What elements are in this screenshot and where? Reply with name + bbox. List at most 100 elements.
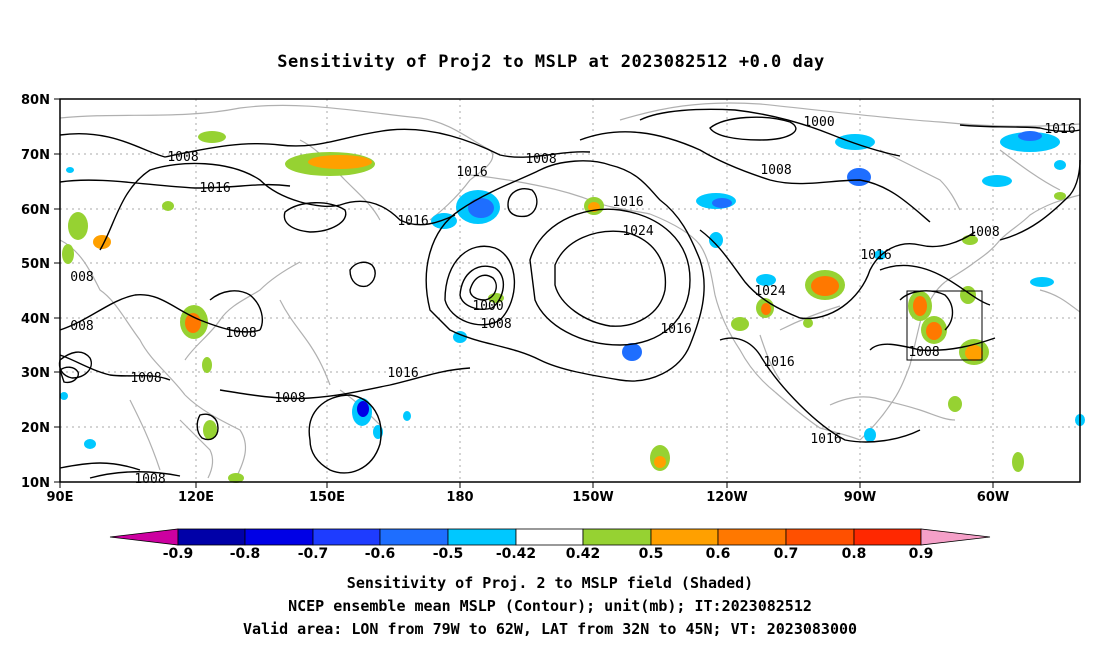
- shade-positive: [198, 131, 226, 143]
- colorbar: -0.9 -0.8 -0.7 -0.6 -0.5 -0.42 0.42 0.5 …: [109, 528, 991, 562]
- shade-positive: [803, 318, 813, 328]
- shade-positive: [731, 317, 749, 331]
- colorbar-label: -0.5: [433, 546, 464, 562]
- shade-positive: [761, 303, 771, 315]
- colorbar-bin: [920, 528, 991, 546]
- caption-line: Valid area: LON from 79W to 62W, LAT fro…: [243, 620, 857, 638]
- colorbar-label: 0.5: [639, 546, 664, 562]
- contour-label: 1008: [480, 317, 511, 332]
- colorbar-label: 0.9: [909, 546, 934, 562]
- figure-title: Sensitivity of Proj2 to MSLP at 20230825…: [277, 52, 824, 72]
- colorbar-bin: [447, 528, 517, 546]
- shade-negative: [874, 250, 886, 260]
- lon-tick-label: 90E: [47, 490, 74, 505]
- shade-positive: [68, 212, 88, 240]
- contour-label: 1016: [397, 214, 428, 229]
- shade-negative: [1018, 131, 1042, 141]
- sensitivity-shading: [60, 131, 1085, 483]
- shade-positive: [965, 345, 983, 361]
- shade-positive: [811, 276, 839, 296]
- colorbar-label: 0.8: [842, 546, 867, 562]
- contour-label: 008: [70, 319, 93, 334]
- shade-negative: [756, 274, 776, 286]
- shade-positive: [203, 420, 217, 440]
- contour-label: 1016: [1044, 122, 1075, 137]
- mslp-contours: [58, 108, 1081, 479]
- map-frame: [59, 98, 1081, 483]
- valid-area-box: [906, 290, 983, 361]
- shade-negative: [1054, 160, 1066, 170]
- map-panel: 1008 1016 1008 1016 1016 1000 1008 1016 …: [58, 98, 1085, 487]
- shade-negative: [84, 439, 96, 449]
- colorbar-label: -0.7: [298, 546, 329, 562]
- contour-label: 1008: [134, 472, 165, 487]
- shade-negative: [709, 232, 723, 248]
- contour-label: 1008: [908, 345, 939, 360]
- shade-negative: [712, 198, 732, 208]
- lon-tick-label: 120E: [178, 490, 214, 505]
- lat-tick-label: 30N: [21, 366, 50, 381]
- contour-label: 1000: [472, 299, 503, 314]
- shade-negative: [847, 168, 871, 186]
- lon-tick-label: 150W: [572, 490, 613, 505]
- contour-label: 1016: [860, 248, 891, 263]
- shade-positive: [926, 322, 942, 340]
- contour-label: 1008: [167, 150, 198, 165]
- shade-negative: [60, 392, 68, 400]
- contour-label: 1016: [456, 165, 487, 180]
- contour-label: 1008: [525, 152, 556, 167]
- shade-positive: [162, 201, 174, 211]
- graticule: [60, 99, 1080, 482]
- contour-label: 008: [70, 270, 93, 285]
- contour-label: 1008: [274, 391, 305, 406]
- contour-label: 1008: [968, 225, 999, 240]
- colorbar-bin: [379, 528, 449, 546]
- shade-positive: [308, 155, 372, 169]
- shade-negative: [622, 343, 642, 361]
- shade-negative: [1030, 277, 1054, 287]
- shade-positive: [185, 313, 201, 333]
- shade-negative: [1000, 132, 1060, 152]
- contour-label: 1016: [387, 366, 418, 381]
- colorbar-label: -0.9: [163, 546, 194, 562]
- shade-negative: [453, 331, 467, 343]
- colorbar-bin: [717, 528, 787, 546]
- colorbar-label: 0.7: [774, 546, 799, 562]
- shade-negative: [357, 401, 369, 417]
- shade-negative: [982, 175, 1012, 187]
- shade-positive: [62, 244, 74, 264]
- colorbar-label: 0.42: [566, 546, 601, 562]
- shade-positive: [948, 396, 962, 412]
- shade-positive: [654, 456, 666, 468]
- colorbar-bin: [177, 528, 246, 546]
- shade-positive: [913, 296, 927, 316]
- contour-label: 1016: [612, 195, 643, 210]
- contour-label: 1016: [660, 322, 691, 337]
- contour-label: 1024: [754, 284, 785, 299]
- contour-label: 1008: [760, 163, 791, 178]
- colorbar-label: -0.42: [496, 546, 536, 562]
- lon-tick-label: 90W: [844, 490, 876, 505]
- lat-tick-label: 70N: [21, 148, 50, 163]
- colorbar-label: 0.6: [706, 546, 731, 562]
- contour-label: 1016: [810, 432, 841, 447]
- contour-label: 1008: [130, 371, 161, 386]
- shade-positive: [202, 357, 212, 373]
- caption-line: Sensitivity of Proj. 2 to MSLP field (Sh…: [347, 574, 753, 592]
- colorbar-bin: [785, 528, 855, 546]
- colorbar-label: -0.6: [365, 546, 396, 562]
- contour-label: 1016: [199, 181, 230, 196]
- lat-tick-label: 80N: [21, 93, 50, 108]
- contour-labels: 1008 1016 1008 1016 1016 1000 1008 1016 …: [70, 115, 1075, 487]
- caption-line: NCEP ensemble mean MSLP (Contour); unit(…: [288, 597, 812, 615]
- lon-tick-label: 150E: [309, 490, 345, 505]
- shade-negative: [66, 167, 74, 173]
- lon-tick-label: 60W: [977, 490, 1009, 505]
- shade-positive: [1054, 192, 1066, 200]
- colorbar-bin: [582, 528, 652, 546]
- contour-label: 1016: [763, 355, 794, 370]
- colorbar-bin: [650, 528, 719, 546]
- shade-positive: [1012, 452, 1024, 472]
- lon-tick-label: 120W: [706, 490, 747, 505]
